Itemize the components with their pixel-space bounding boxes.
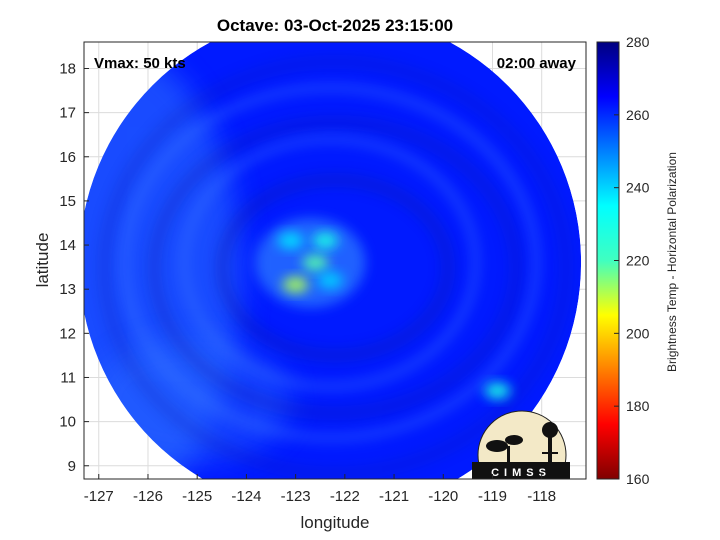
logo-text: CIMSS <box>491 467 551 479</box>
convective-cell <box>282 276 309 293</box>
vmax-annotation: Vmax: 50 kts <box>94 55 186 72</box>
colorbar-tick-label: 260 <box>626 107 650 123</box>
y-tick-label: 11 <box>60 369 76 386</box>
y-tick-label: 17 <box>59 105 76 122</box>
y-tick-label: 13 <box>59 281 76 298</box>
spiral-light-band <box>119 83 541 443</box>
spiral-band <box>215 172 456 363</box>
spiral-band <box>147 115 523 421</box>
x-tick-label: -122 <box>330 488 360 505</box>
convective-cell <box>312 232 339 249</box>
colorbar-tick-label: 160 <box>626 471 650 487</box>
y-axis-label: latitude <box>33 233 52 288</box>
x-tick-label: -121 <box>379 488 409 505</box>
x-tick-label: -119 <box>478 488 507 505</box>
y-tick-label: 10 <box>59 414 76 431</box>
y-axis-ticks: 9 10 11 12 13 14 15 16 17 18 <box>59 60 89 475</box>
convective-cell <box>484 382 511 399</box>
colorbar-ticks: 160 180 200 220 240 260 280 <box>614 34 650 487</box>
x-tick-label: -124 <box>231 488 261 505</box>
colorbar-tick-label: 200 <box>626 325 650 341</box>
x-tick-label: -118 <box>527 488 556 505</box>
cimss-logo: CIMSS <box>472 410 570 479</box>
x-tick-label: -127 <box>84 488 114 505</box>
axes-frame <box>83 41 587 480</box>
swath-group <box>84 42 582 479</box>
colorbar-tick-label: 280 <box>626 34 650 50</box>
spiral-light-band <box>179 134 481 391</box>
chart-title: Octave: 03-Oct-2025 23:15:00 <box>217 16 453 35</box>
x-axis-ticks: -127 -126 -125 -124 -123 -122 -121 -120 -119 -118 <box>84 474 556 505</box>
y-tick-label: 16 <box>59 149 76 166</box>
colorbar-label: Brightness Temp - Horizontal Polarizatio… <box>665 152 679 372</box>
y-tick-label: 9 <box>68 458 76 475</box>
convective-cell <box>277 232 304 249</box>
time-away-annotation: 02:00 away <box>497 55 577 72</box>
y-tick-label: 15 <box>59 193 76 210</box>
x-axis-label: longitude <box>300 513 369 532</box>
colorbar-tick-label: 240 <box>626 180 650 196</box>
x-tick-label: -125 <box>182 488 212 505</box>
x-tick-label: -126 <box>133 488 163 505</box>
colorbar-tick-label: 180 <box>626 398 650 414</box>
x-tick-label: -120 <box>428 488 458 505</box>
y-tick-label: 18 <box>59 60 76 77</box>
y-tick-label: 14 <box>59 237 76 254</box>
y-tick-label: 12 <box>59 325 76 342</box>
colorbar-tick-label: 220 <box>626 253 650 269</box>
x-tick-label: -123 <box>281 488 311 505</box>
convective-cell <box>317 272 344 289</box>
swath-features <box>277 232 511 399</box>
spiral-band <box>97 54 574 479</box>
convective-cell <box>302 254 329 271</box>
